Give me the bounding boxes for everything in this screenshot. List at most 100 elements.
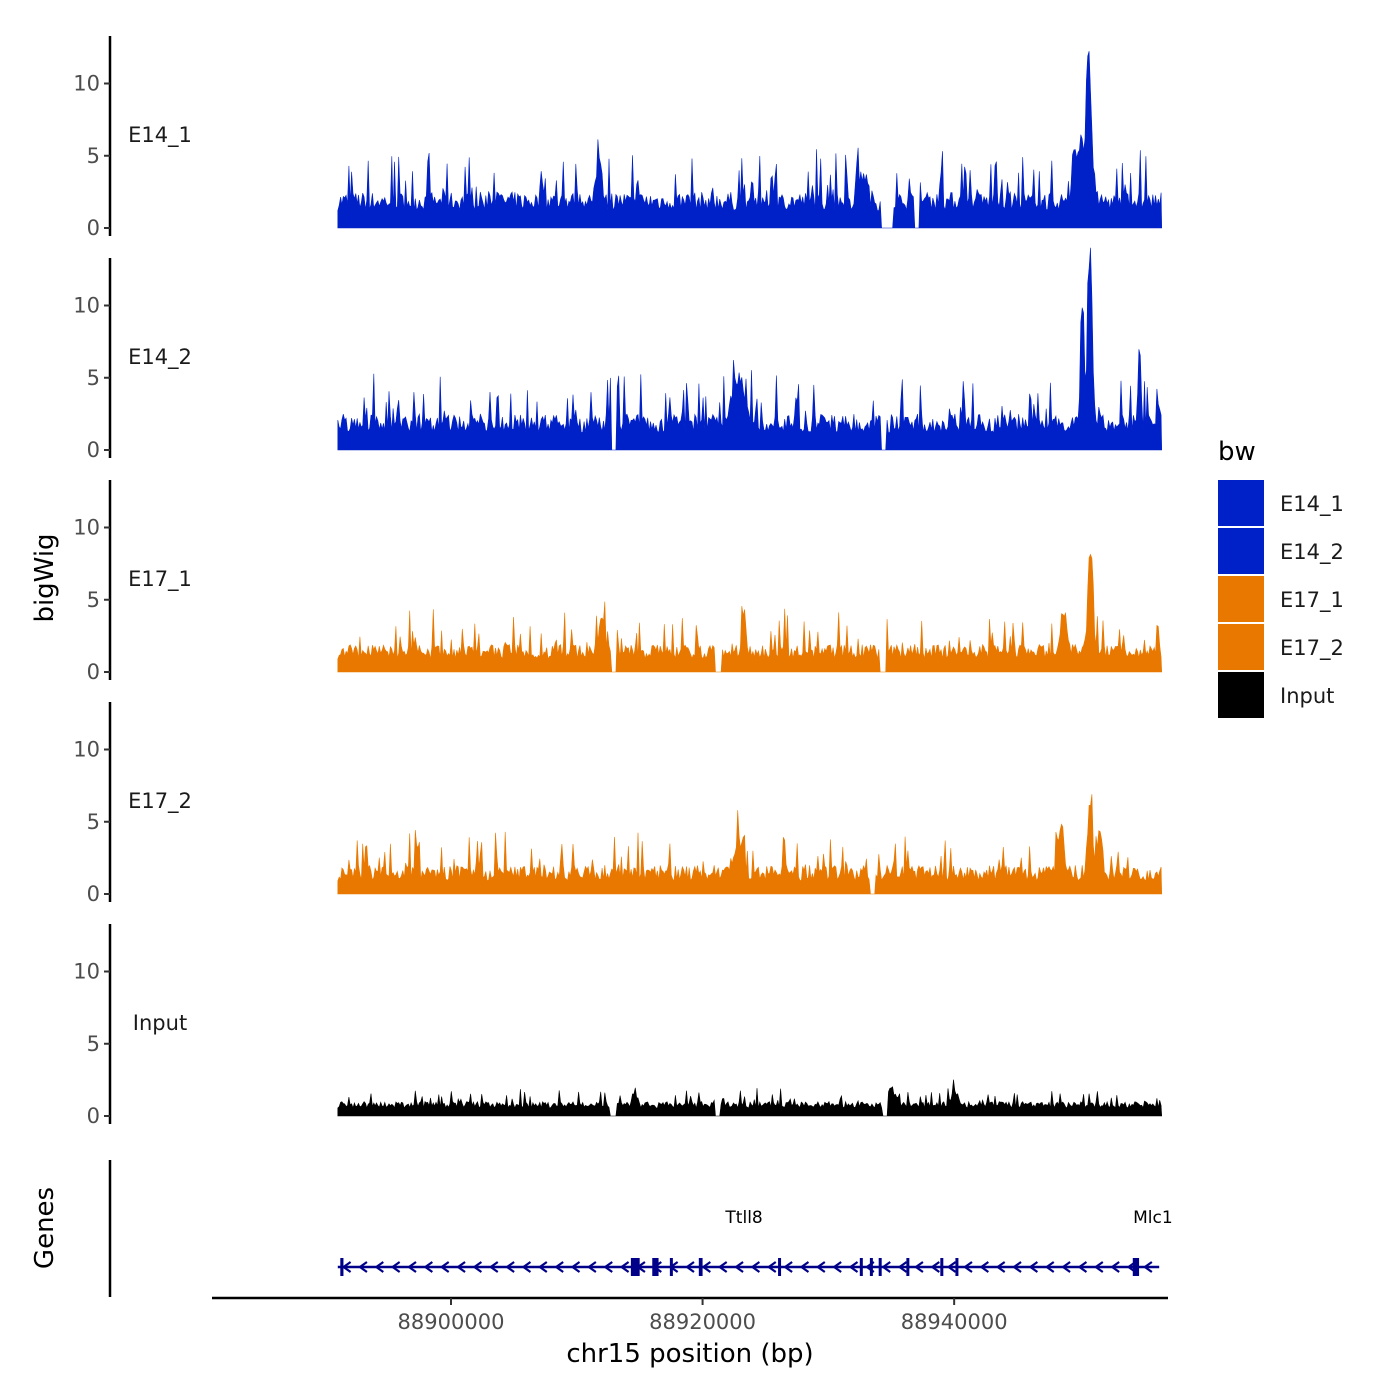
y-tick-label: 10 xyxy=(73,738,100,762)
strand-arrow xyxy=(914,1261,924,1273)
strand-arrow xyxy=(897,1261,908,1273)
strand-arrow xyxy=(570,1261,581,1273)
strand-arrow xyxy=(963,1261,973,1273)
y-tick-label: 0 xyxy=(87,216,100,240)
strand-arrow xyxy=(390,1261,401,1273)
strand-arrow xyxy=(358,1261,368,1273)
strand-arrow xyxy=(930,1261,940,1273)
strand-arrow xyxy=(1061,1261,1071,1273)
strand-arrow xyxy=(472,1261,483,1273)
y-tick-label: 0 xyxy=(87,660,100,684)
x-axis: 88900000 88920000 88940000 xyxy=(212,1296,1168,1334)
strand-arrow xyxy=(341,1261,352,1273)
signal-area-Input xyxy=(337,1079,1163,1117)
legend-swatch xyxy=(1218,528,1264,574)
exon xyxy=(859,1258,863,1276)
track-label: E14_2 xyxy=(128,345,192,370)
strand-arrow xyxy=(995,1261,1006,1273)
legend-swatch xyxy=(1218,624,1264,670)
exon xyxy=(906,1258,910,1276)
strand-arrow xyxy=(488,1261,499,1273)
strand-arrow xyxy=(1012,1261,1022,1273)
strand-arrow xyxy=(1044,1261,1055,1273)
exon xyxy=(869,1258,873,1276)
track-label: E14_1 xyxy=(128,123,192,148)
strand-arrow xyxy=(537,1261,548,1273)
strand-arrow xyxy=(1077,1261,1088,1273)
strand-arrow xyxy=(946,1261,957,1273)
strand-arrow xyxy=(554,1261,564,1273)
y-tick-label: 0 xyxy=(87,438,100,462)
strand-arrow xyxy=(505,1261,515,1273)
strand-arrow xyxy=(439,1261,450,1273)
track-E14_2: 0 5 10 E14_2 xyxy=(73,247,1163,462)
strand-arrow xyxy=(603,1261,613,1273)
x-tick-label: 88920000 xyxy=(649,1310,756,1334)
legend-swatch xyxy=(1218,672,1264,718)
strand-arrow xyxy=(701,1261,711,1273)
y-tick-label: 10 xyxy=(73,72,100,96)
strand-arrow xyxy=(586,1261,597,1273)
legend-label: E14_2 xyxy=(1280,540,1344,565)
tracks-group: 0 5 10 E14_1 0 5 10 E14_2 0 5 10 E17_1 0 5 10 E17_2 0 5 10… xyxy=(73,36,1163,1128)
exon xyxy=(940,1258,944,1276)
strand-arrow xyxy=(407,1261,417,1273)
legend-label: E14_1 xyxy=(1280,492,1344,517)
track-label: Input xyxy=(133,1011,187,1035)
strand-arrow xyxy=(979,1261,989,1273)
signal-area-E17_1 xyxy=(337,553,1163,673)
y-tick-label: 5 xyxy=(87,1032,100,1056)
strand-arrow xyxy=(881,1261,891,1273)
y-tick-label: 5 xyxy=(87,366,100,390)
strand-arrow xyxy=(783,1261,793,1273)
exon xyxy=(1132,1258,1140,1276)
genes-title: Genes xyxy=(30,1187,60,1269)
strand-arrow xyxy=(374,1261,384,1273)
track-E14_1: 0 5 10 E14_1 xyxy=(73,36,1163,240)
exon xyxy=(669,1258,673,1276)
gene-label: Ttll8 xyxy=(724,1208,762,1228)
strand-arrow xyxy=(619,1261,630,1273)
strand-arrow xyxy=(423,1261,433,1273)
strand-arrow xyxy=(1142,1261,1153,1273)
legend-swatch xyxy=(1218,576,1264,622)
exon xyxy=(698,1258,703,1276)
strand-arrow xyxy=(456,1261,466,1273)
genes-track: Ttll8 Mlc1 xyxy=(108,1160,1173,1297)
exon xyxy=(630,1258,640,1276)
strand-arrow xyxy=(1093,1261,1104,1273)
strand-arrow xyxy=(766,1261,777,1273)
strand-arrow xyxy=(1110,1261,1120,1273)
y-tick-label: 0 xyxy=(87,882,100,906)
legend-label: Input xyxy=(1280,684,1334,708)
y-tick-label: 5 xyxy=(87,810,100,834)
gene-label: Mlc1 xyxy=(1133,1208,1173,1228)
strand-arrow xyxy=(734,1261,744,1273)
strand-arrow xyxy=(799,1261,810,1273)
y-tick-label: 10 xyxy=(73,516,100,540)
y-tick-label: 5 xyxy=(87,588,100,612)
x-tick-label: 88900000 xyxy=(398,1310,505,1334)
x-tick-label: 88940000 xyxy=(901,1310,1008,1334)
exon xyxy=(778,1258,782,1276)
signal-area-E14_1 xyxy=(337,51,1163,229)
track-Input: 0 5 10 Input xyxy=(73,924,1163,1128)
y-tick-label: 10 xyxy=(73,294,100,318)
y-axis-title: bigWig xyxy=(30,533,60,622)
track-label: E17_1 xyxy=(128,567,192,592)
exon xyxy=(340,1258,344,1276)
legend-label: E17_2 xyxy=(1280,636,1344,661)
strand-arrow xyxy=(848,1261,859,1273)
legend-swatch xyxy=(1218,480,1264,526)
legend-title: bw xyxy=(1218,437,1256,467)
legend: bw E14_1 E14_2 E17_1 E17_2 Input xyxy=(1218,437,1344,718)
track-E17_1: 0 5 10 E17_1 xyxy=(73,480,1163,684)
strand-arrow xyxy=(521,1261,532,1273)
strand-arrow xyxy=(1028,1261,1039,1273)
exon xyxy=(955,1258,959,1276)
strand-arrow xyxy=(717,1261,728,1273)
legend-label: E17_1 xyxy=(1280,588,1344,613)
y-tick-label: 10 xyxy=(73,960,100,984)
y-tick-label: 0 xyxy=(87,1104,100,1128)
